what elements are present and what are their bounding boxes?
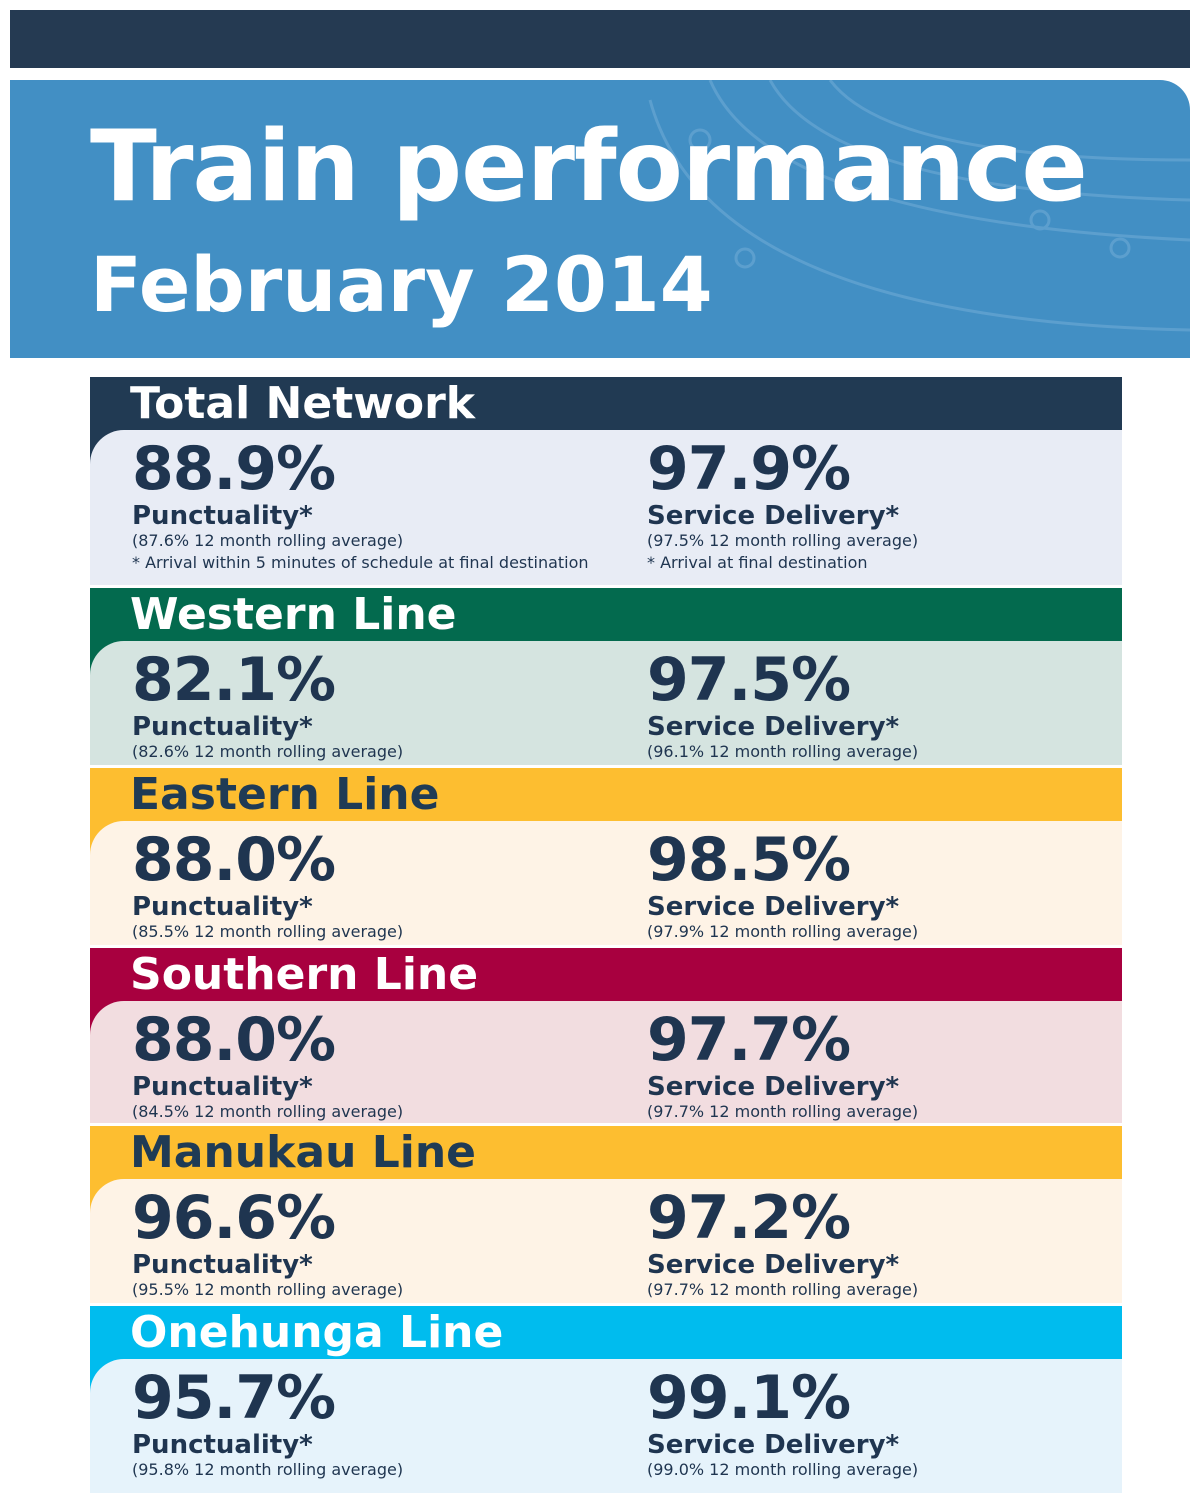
metric-label: Punctuality* bbox=[132, 1250, 313, 1280]
service-column: 99.1% Service Delivery* (99.0% 12 month ro… bbox=[647, 1365, 918, 1481]
section: Onehunga Line 95.7% Punctuality* (95.8% 12 … bbox=[90, 1306, 1122, 1493]
service-column: 97.9% Service Delivery* (97.5% 12 month ro… bbox=[647, 436, 918, 574]
punctuality-column: 95.7% Punctuality* (95.8% 12 month rolling… bbox=[132, 1365, 403, 1481]
metric-value: 88.0% bbox=[132, 1005, 336, 1075]
rolling-average: (99.0% 12 month rolling average) bbox=[647, 1460, 919, 1479]
punctuality-column: 88.0% Punctuality* (85.5% 12 month rolling… bbox=[132, 827, 403, 943]
rolling-average: (97.7% 12 month rolling average) bbox=[647, 1102, 919, 1121]
metric-value: 98.5% bbox=[647, 825, 851, 895]
section-body: 88.9% Punctuality* (87.6% 12 month rolling… bbox=[90, 430, 1122, 585]
punctuality-column: 82.1% Punctuality* (82.6% 12 month rolling… bbox=[132, 647, 403, 763]
footnote: * Arrival at final destination bbox=[647, 553, 868, 572]
metric-value: 82.1% bbox=[132, 645, 336, 715]
section-body: 96.6% Punctuality* (95.5% 12 month rolling… bbox=[90, 1179, 1122, 1303]
metric-value: 99.1% bbox=[647, 1363, 851, 1433]
metric-label: Service Delivery* bbox=[647, 1430, 900, 1460]
metric-label: Punctuality* bbox=[132, 712, 313, 742]
rolling-average: (84.5% 12 month rolling average) bbox=[132, 1102, 404, 1121]
punctuality-column: 88.0% Punctuality* (84.5% 12 month rolling… bbox=[132, 1007, 403, 1123]
rolling-average: (95.5% 12 month rolling average) bbox=[132, 1280, 404, 1299]
section-title: Onehunga Line bbox=[130, 1307, 504, 1358]
section: Western Line 82.1% Punctuality* (82.6% 12 m… bbox=[90, 588, 1122, 765]
rolling-average: (97.7% 12 month rolling average) bbox=[647, 1280, 919, 1299]
section-title: Total Network bbox=[130, 378, 476, 429]
punctuality-column: 88.9% Punctuality* (87.6% 12 month rolling… bbox=[132, 436, 589, 574]
rolling-average: (82.6% 12 month rolling average) bbox=[132, 742, 404, 761]
metric-label: Service Delivery* bbox=[647, 892, 900, 922]
metric-value: 96.6% bbox=[132, 1183, 336, 1253]
service-column: 97.2% Service Delivery* (97.7% 12 month ro… bbox=[647, 1185, 918, 1301]
metric-label: Service Delivery* bbox=[647, 712, 900, 742]
section-title: Eastern Line bbox=[130, 769, 440, 820]
metric-value: 95.7% bbox=[132, 1363, 336, 1433]
subtitle: February 2014 bbox=[90, 240, 713, 329]
metric-value: 97.9% bbox=[647, 434, 851, 504]
metric-value: 88.0% bbox=[132, 825, 336, 895]
metric-label: Punctuality* bbox=[132, 1430, 313, 1460]
section-body: 82.1% Punctuality* (82.6% 12 month rolling… bbox=[90, 641, 1122, 765]
punctuality-column: 96.6% Punctuality* (95.5% 12 month rolling… bbox=[132, 1185, 403, 1301]
section-title: Manukau Line bbox=[130, 1127, 477, 1178]
metric-value: 97.5% bbox=[647, 645, 851, 715]
title: Train performance bbox=[90, 110, 1088, 224]
header-banner: Train performance February 2014 bbox=[10, 80, 1190, 358]
metric-label: Service Delivery* bbox=[647, 1250, 900, 1280]
rolling-average: (95.8% 12 month rolling average) bbox=[132, 1460, 404, 1479]
section: Total Network 88.9% Punctuality* (87.6% 12 … bbox=[90, 377, 1122, 585]
metric-label: Service Delivery* bbox=[647, 1072, 900, 1102]
section-body: 88.0% Punctuality* (85.5% 12 month rolling… bbox=[90, 821, 1122, 945]
service-column: 98.5% Service Delivery* (97.9% 12 month ro… bbox=[647, 827, 918, 943]
metric-label: Punctuality* bbox=[132, 1072, 313, 1102]
section-title: Southern Line bbox=[130, 949, 479, 1000]
rolling-average: (97.5% 12 month rolling average) bbox=[647, 531, 919, 550]
service-column: 97.5% Service Delivery* (96.1% 12 month ro… bbox=[647, 647, 918, 763]
metric-label: Punctuality* bbox=[132, 892, 313, 922]
metric-label: Service Delivery* bbox=[647, 501, 900, 531]
metric-value: 97.7% bbox=[647, 1005, 851, 1075]
decoration bbox=[648, 80, 1190, 332]
section: Eastern Line 88.0% Punctuality* (85.5% 12 m… bbox=[90, 768, 1122, 945]
section: Manukau Line 96.6% Punctuality* (95.5% 12 m… bbox=[90, 1126, 1122, 1303]
section-title: Western Line bbox=[130, 589, 457, 640]
section: Southern Line 88.0% Punctuality* (84.5% 12 … bbox=[90, 948, 1122, 1123]
footnote: * Arrival within 5 minutes of schedule a… bbox=[132, 553, 589, 572]
rolling-average: (85.5% 12 month rolling average) bbox=[132, 922, 404, 941]
service-column: 97.7% Service Delivery* (97.7% 12 month ro… bbox=[647, 1007, 918, 1123]
metric-label: Punctuality* bbox=[132, 501, 313, 531]
section-body: 88.0% Punctuality* (84.5% 12 month rolling… bbox=[90, 1001, 1122, 1123]
section-body: 95.7% Punctuality* (95.8% 12 month rolling… bbox=[90, 1359, 1122, 1493]
top-bar bbox=[10, 10, 1190, 68]
rolling-average: (96.1% 12 month rolling average) bbox=[647, 742, 919, 761]
rolling-average: (97.9% 12 month rolling average) bbox=[647, 922, 919, 941]
metric-value: 88.9% bbox=[132, 434, 336, 504]
rolling-average: (87.6% 12 month rolling average) bbox=[132, 531, 404, 550]
metric-value: 97.2% bbox=[647, 1183, 851, 1253]
